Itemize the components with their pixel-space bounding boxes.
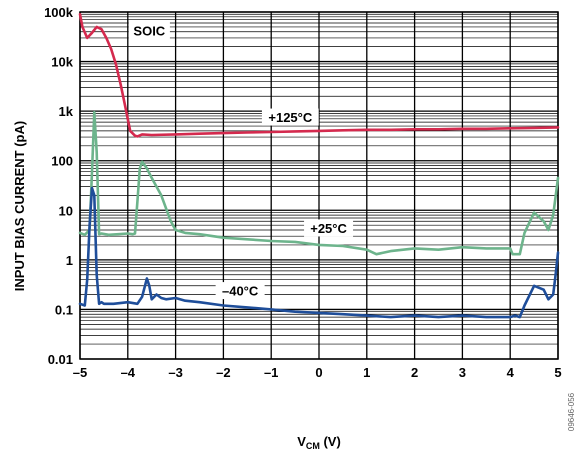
x-tick-label: 1	[363, 365, 370, 380]
grid-lines	[79, 11, 559, 360]
annotation-label-0: SOIC	[133, 24, 165, 39]
x-tick-label: –4	[121, 365, 136, 380]
y-tick-label: 1	[66, 253, 73, 268]
tick-labels: –5 –4 –3 –2 –1 0 1 2 3 4 5 100k 10k 1k 100 10 1 0.1 0.01	[44, 5, 562, 380]
y-tick-label: 10	[59, 203, 73, 218]
x-tick-label: –5	[73, 365, 87, 380]
figure-id: 09646-056	[567, 392, 576, 431]
annotation-bg-3	[215, 282, 265, 300]
x-axis-label-subscript: CM	[306, 441, 320, 451]
x-axis-label-main: V	[297, 434, 306, 449]
series-group	[78, 13, 560, 319]
x-tick-label: 3	[459, 365, 466, 380]
x-tick-label: 0	[315, 365, 322, 380]
x-tick-label: –3	[168, 365, 182, 380]
x-axis-label-unit: (V)	[320, 434, 341, 449]
y-tick-label: 100k	[44, 5, 74, 20]
x-tick-label: 4	[507, 365, 515, 380]
x-axis-label: VCM (V)	[297, 434, 341, 451]
annotation-bg-2	[304, 219, 354, 237]
series-line-0	[78, 13, 560, 138]
series-line-2	[78, 186, 560, 319]
x-tick-label: 5	[554, 365, 561, 380]
y-tick-label: 1k	[59, 104, 74, 119]
y-tick-label: 100	[51, 154, 73, 169]
annotation-bg-1	[261, 108, 319, 126]
annotation-label-2: +25°C	[310, 221, 347, 236]
x-tick-label: 2	[411, 365, 418, 380]
y-tick-label: 0.01	[48, 352, 73, 367]
annotation-label-3: –40°C	[222, 284, 259, 299]
y-tick-label: 10k	[51, 55, 73, 70]
x-tick-label: –1	[264, 365, 278, 380]
x-tick-label: –2	[216, 365, 230, 380]
annotation-label-1: +125°C	[268, 110, 312, 125]
y-axis-label: INPUT BIAS CURRENT (pA)	[12, 121, 27, 291]
series-line-1	[78, 110, 560, 256]
annotations-group: SOIC +125°C +25°C –40°C	[128, 22, 354, 300]
annotation-bg-0	[128, 22, 170, 40]
y-tick-label: 0.1	[55, 302, 73, 317]
